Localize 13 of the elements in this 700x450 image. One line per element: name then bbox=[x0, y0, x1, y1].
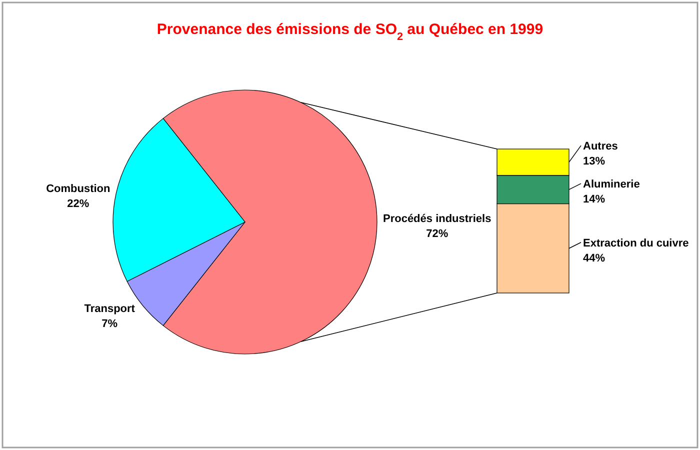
series-label: Aluminerie bbox=[583, 178, 640, 191]
chart-title: Provenance des émissions de SO$_{2}$ au Québec en 1999 bbox=[156, 21, 544, 43]
slice-label: Procédés industriels bbox=[382, 213, 492, 225]
data-label: 14% bbox=[583, 194, 606, 206]
data-label: 22% bbox=[67, 198, 90, 210]
data-label: 7% bbox=[102, 318, 118, 330]
data-label: 72% bbox=[426, 228, 448, 240]
series-label: Extraction du cuivre bbox=[583, 237, 689, 250]
data-label: 13% bbox=[583, 156, 606, 168]
slice-label: Combustion bbox=[46, 183, 111, 196]
series-label: Autres bbox=[583, 140, 618, 153]
slice-label: Transport bbox=[84, 302, 136, 315]
data-label: 44% bbox=[583, 252, 606, 264]
